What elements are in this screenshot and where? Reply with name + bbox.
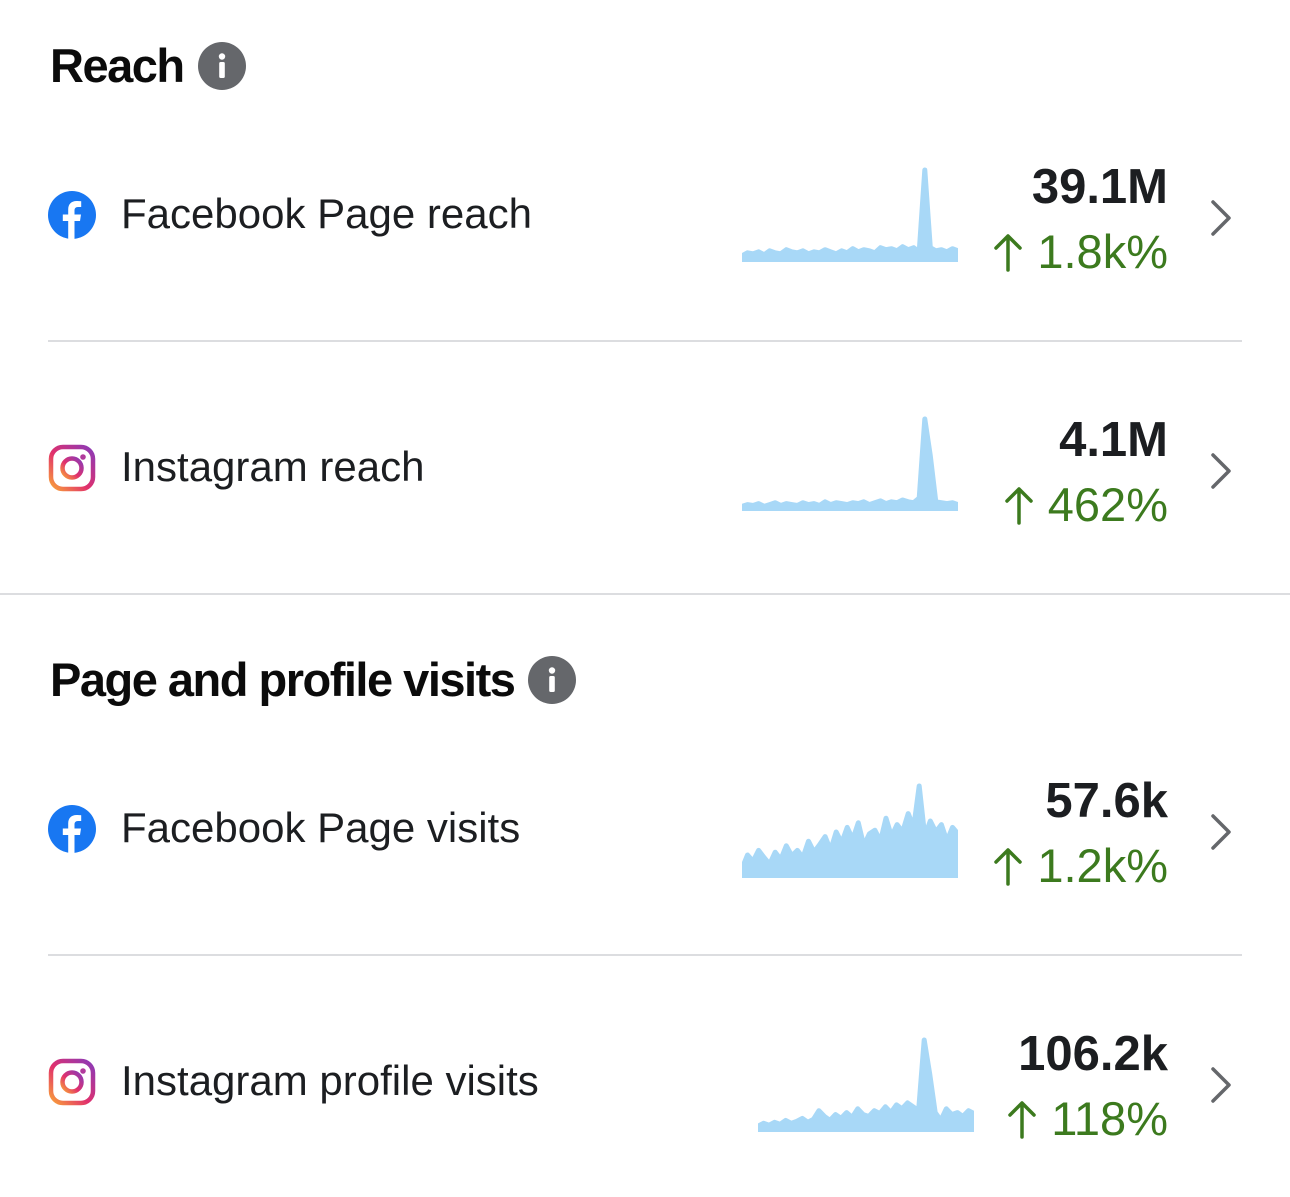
metric-change-text: 1.8k%: [1037, 225, 1168, 278]
chevron-right-icon[interactable]: [1206, 198, 1236, 238]
row-label: Instagram profile visits: [121, 1057, 539, 1104]
section-title-text: Reach: [50, 39, 185, 92]
metric-row-instagram-profile-visits[interactable]: Instagram profile visits 106.2k 118%: [0, 1021, 1290, 1145]
sparkline-chart: [758, 1037, 974, 1132]
chevron-right-icon[interactable]: [1206, 1065, 1236, 1105]
arrow-up-icon: [994, 233, 1023, 272]
facebook-icon: [48, 805, 96, 853]
instagram-icon: [48, 1058, 96, 1106]
row-label: Instagram reach: [121, 443, 425, 490]
arrow-up-icon: [1008, 1100, 1037, 1139]
row-divider: [48, 340, 1242, 342]
metric-change-text: 118%: [1051, 1092, 1168, 1145]
arrow-up-icon: [994, 847, 1023, 886]
sparkline-line: [742, 783, 958, 870]
chevron-right-icon[interactable]: [1206, 812, 1236, 852]
metric-change: 462%: [1004, 477, 1168, 532]
sparkline-chart: [742, 416, 958, 511]
arrow-up-icon: [1005, 486, 1033, 525]
metric-row-facebook-page-visits[interactable]: Facebook Page visits 57.6k 1.2k%: [0, 768, 1290, 892]
metric-row-instagram-reach[interactable]: Instagram reach 4.1M 462%: [0, 407, 1290, 531]
metric-change: 1.8k%: [993, 224, 1168, 279]
metric-value: 57.6k: [1045, 774, 1168, 828]
sparkline-line: [742, 416, 958, 509]
row-label: Facebook Page reach: [121, 190, 532, 237]
info-icon[interactable]: [528, 655, 577, 704]
section-title-page-and-profile-visits: Page and profile visits: [50, 652, 577, 707]
sparkline-line: [758, 1037, 974, 1129]
metric-change-text: 1.2k%: [1037, 839, 1168, 892]
metric-row-facebook-page-reach[interactable]: Facebook Page reach 39.1M 1.8k%: [0, 154, 1290, 278]
sparkline-chart: [742, 783, 958, 878]
metric-change: 118%: [1007, 1091, 1168, 1146]
info-icon[interactable]: [197, 41, 246, 90]
metric-value: 106.2k: [1018, 1027, 1168, 1081]
metric-value: 39.1M: [1031, 160, 1168, 214]
section-divider: [0, 593, 1290, 595]
chevron-right-icon[interactable]: [1206, 451, 1236, 491]
section-title-text: Page and profile visits: [50, 653, 516, 706]
facebook-icon: [48, 191, 96, 239]
row-divider: [48, 954, 1242, 956]
metric-change-text: 462%: [1047, 478, 1168, 531]
sparkline-chart: [742, 167, 958, 262]
metric-change: 1.2k%: [993, 838, 1168, 893]
row-label: Facebook Page visits: [121, 804, 521, 851]
instagram-icon: [48, 444, 96, 492]
metric-value: 4.1M: [1059, 413, 1168, 467]
sparkline-line: [742, 167, 958, 259]
section-title-reach: Reach: [50, 38, 246, 93]
